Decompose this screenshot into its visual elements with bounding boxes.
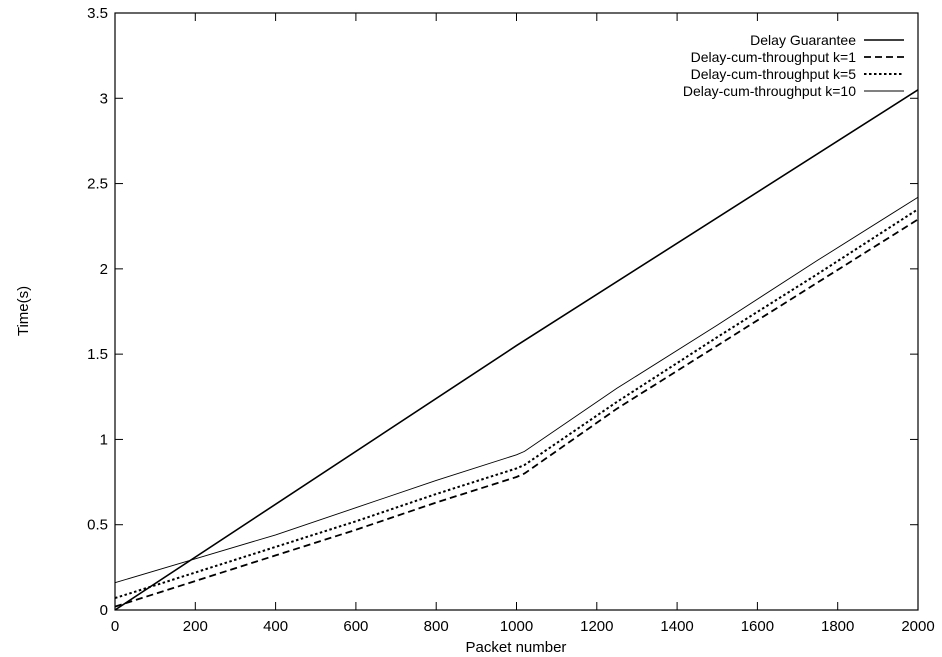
legend-label-1: Delay Guarantee [750, 32, 856, 48]
x-tick-label: 1800 [821, 618, 854, 635]
series-line-2 [114, 218, 919, 608]
series-line-3 [114, 208, 919, 600]
x-tick-label: 1400 [660, 618, 693, 635]
y-tick-label: 2.5 [87, 176, 108, 193]
axis-ticks [114, 12, 919, 611]
x-tick-label: 1000 [500, 618, 533, 635]
y-tick-labels: 0 0.5 1 1.5 2 2.5 3 3.5 [87, 5, 108, 619]
x-tick-label: 2000 [901, 618, 934, 635]
y-tick-label: 1.5 [87, 346, 108, 363]
series-line-1 [114, 89, 919, 611]
x-tick-label: 0 [111, 618, 119, 635]
y-tick-label: 3.5 [87, 5, 108, 22]
x-tick-label: 200 [183, 618, 208, 635]
y-tick-label: 2 [100, 261, 108, 278]
y-tick-label: 0 [100, 602, 108, 619]
plot-frame [114, 12, 919, 611]
x-tick-label: 800 [424, 618, 449, 635]
x-tick-label: 1200 [580, 618, 613, 635]
series-line-4 [114, 196, 919, 584]
legend-label-3: Delay-cum-throughput k=5 [691, 66, 857, 82]
y-tick-label: 1 [100, 431, 108, 448]
y-tick-label: 0.5 [87, 517, 108, 534]
legend-label-4: Delay-cum-throughput k=10 [683, 83, 856, 99]
x-tick-label: 400 [263, 618, 288, 635]
y-axis-label: Time(s) [15, 286, 32, 336]
y-tick-label: 3 [100, 90, 108, 107]
x-tick-labels: 0 200 400 600 800 1000 1200 1400 1600 1800 2000 [111, 618, 935, 635]
x-tick-label: 1600 [741, 618, 774, 635]
x-tick-label: 600 [343, 618, 368, 635]
legend-label-2: Delay-cum-throughput k=1 [691, 49, 857, 65]
x-axis-label: Packet number [466, 639, 567, 656]
series-lines [114, 89, 919, 611]
